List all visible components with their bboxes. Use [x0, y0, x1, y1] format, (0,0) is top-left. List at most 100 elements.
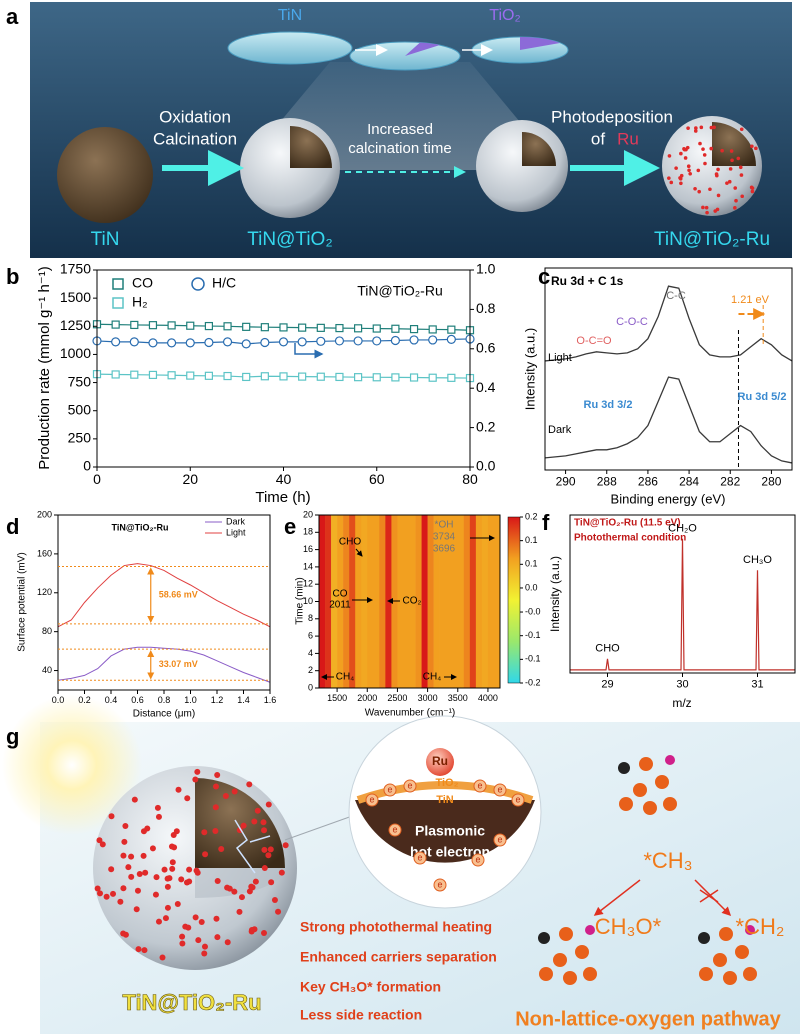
y-axis-label: Intensity (a.u.)	[522, 328, 537, 410]
marker	[111, 337, 121, 347]
ru-particle	[685, 145, 690, 150]
species-label: *CH₂	[736, 914, 785, 939]
peak-label: CH₃O	[743, 554, 772, 566]
atom	[575, 945, 589, 959]
ru-particle	[134, 887, 141, 894]
marker	[111, 320, 120, 329]
ru-particle	[122, 822, 129, 829]
electron	[471, 853, 485, 867]
heat-stripe	[415, 515, 422, 688]
ru-particle	[267, 846, 274, 853]
ru-particle	[183, 879, 190, 886]
marker	[428, 325, 437, 334]
disc	[227, 31, 353, 65]
disc-label: TiN	[278, 7, 302, 24]
ru-particle	[705, 210, 709, 215]
ru-particle	[122, 931, 129, 938]
y-tick-label: 160	[37, 548, 52, 558]
ru-particle	[164, 883, 171, 890]
tio2-sector	[520, 37, 560, 50]
annotation: CH₄	[336, 672, 355, 683]
colorbar-tick-label: -0.1	[525, 630, 541, 640]
ru-particle	[224, 884, 231, 891]
x-axis-label: Binding energy (eV)	[611, 491, 726, 506]
y-tick-label: 80	[42, 626, 52, 636]
legend-label: H/C	[212, 275, 236, 291]
ru-particle	[667, 176, 671, 180]
tio2-label: TiO₂	[435, 777, 458, 789]
atom	[583, 967, 597, 981]
ru-particle	[728, 167, 733, 171]
ru-particle	[678, 176, 683, 181]
heat-stripe	[343, 515, 350, 688]
ru-particle	[135, 946, 142, 953]
colorbar-tick-label: 0.0	[525, 582, 538, 592]
ru-particle	[702, 153, 707, 157]
heat-stripe	[325, 515, 332, 688]
electron	[511, 793, 525, 807]
x-tick-label: 3500	[448, 693, 468, 703]
marker	[129, 337, 139, 347]
ru-particle	[679, 151, 683, 156]
panel-label: e	[284, 514, 296, 539]
heat-stripe	[481, 515, 489, 688]
ru-particle	[154, 804, 161, 811]
marker	[167, 371, 176, 380]
marker	[186, 371, 195, 380]
marker	[186, 321, 195, 330]
annotation: 1.21 eV	[731, 294, 770, 306]
ru-particle	[694, 126, 698, 130]
heat-stripe	[331, 515, 338, 688]
x-tick-label: 1.4	[237, 695, 250, 705]
ru-particle	[426, 748, 454, 776]
core-section	[290, 126, 332, 168]
y2-tick-label: 0.6	[476, 340, 496, 356]
ru-particle	[169, 859, 176, 866]
atom	[643, 801, 657, 815]
annotation: 33.07 mV	[159, 659, 198, 669]
panel-label: a	[6, 4, 19, 29]
colorbar-tick-label: 0.1	[525, 559, 538, 569]
ru-particle	[195, 937, 202, 944]
annotation: CHO	[339, 537, 361, 548]
ru-particle	[740, 194, 745, 199]
ru-particle	[261, 846, 268, 853]
y-tick-label: 18	[303, 527, 313, 537]
ru-particle	[716, 167, 720, 172]
ru-particle	[164, 875, 171, 882]
marker	[223, 371, 232, 381]
annotation: O-C=O	[576, 335, 612, 347]
ru-particle	[213, 915, 220, 922]
ru-particle	[110, 890, 117, 897]
chart-title: TiN@TiO₂-Ru	[112, 522, 169, 532]
ru-particle	[173, 828, 180, 835]
atom	[538, 932, 550, 944]
chart-title: TiN@TiO₂-Ru (11.5 eV)	[574, 518, 681, 529]
marker	[204, 321, 213, 331]
ru-particle	[182, 923, 189, 930]
species-label: CH₃O*	[595, 914, 662, 939]
heat-stripe	[433, 515, 440, 688]
series-line	[57, 563, 271, 628]
annotation: CH₄	[423, 672, 442, 683]
marker	[409, 373, 419, 382]
step-label: Oxidation	[159, 107, 231, 126]
plot-frame	[544, 267, 793, 471]
step-label: Photodeposition	[551, 107, 673, 126]
ru-particle	[687, 168, 691, 173]
panel-label: f	[542, 510, 550, 535]
step-label: calcination time	[348, 140, 451, 157]
ru-particle	[133, 906, 140, 913]
ru-particle	[716, 193, 721, 198]
plot-frame	[57, 514, 271, 691]
y-axis-label: Production rate (mmol g⁻¹ h⁻¹)	[36, 266, 53, 469]
heat-stripe	[439, 515, 446, 688]
x-axis-label: Distance (μm)	[133, 709, 195, 720]
ru-particle	[175, 786, 182, 793]
x-tick-label: 0.2	[78, 695, 91, 705]
heat-stripe	[421, 515, 428, 688]
ru-particle	[198, 918, 205, 925]
ru-particle	[231, 888, 238, 895]
marker	[334, 336, 345, 346]
ru-particle	[186, 866, 193, 873]
